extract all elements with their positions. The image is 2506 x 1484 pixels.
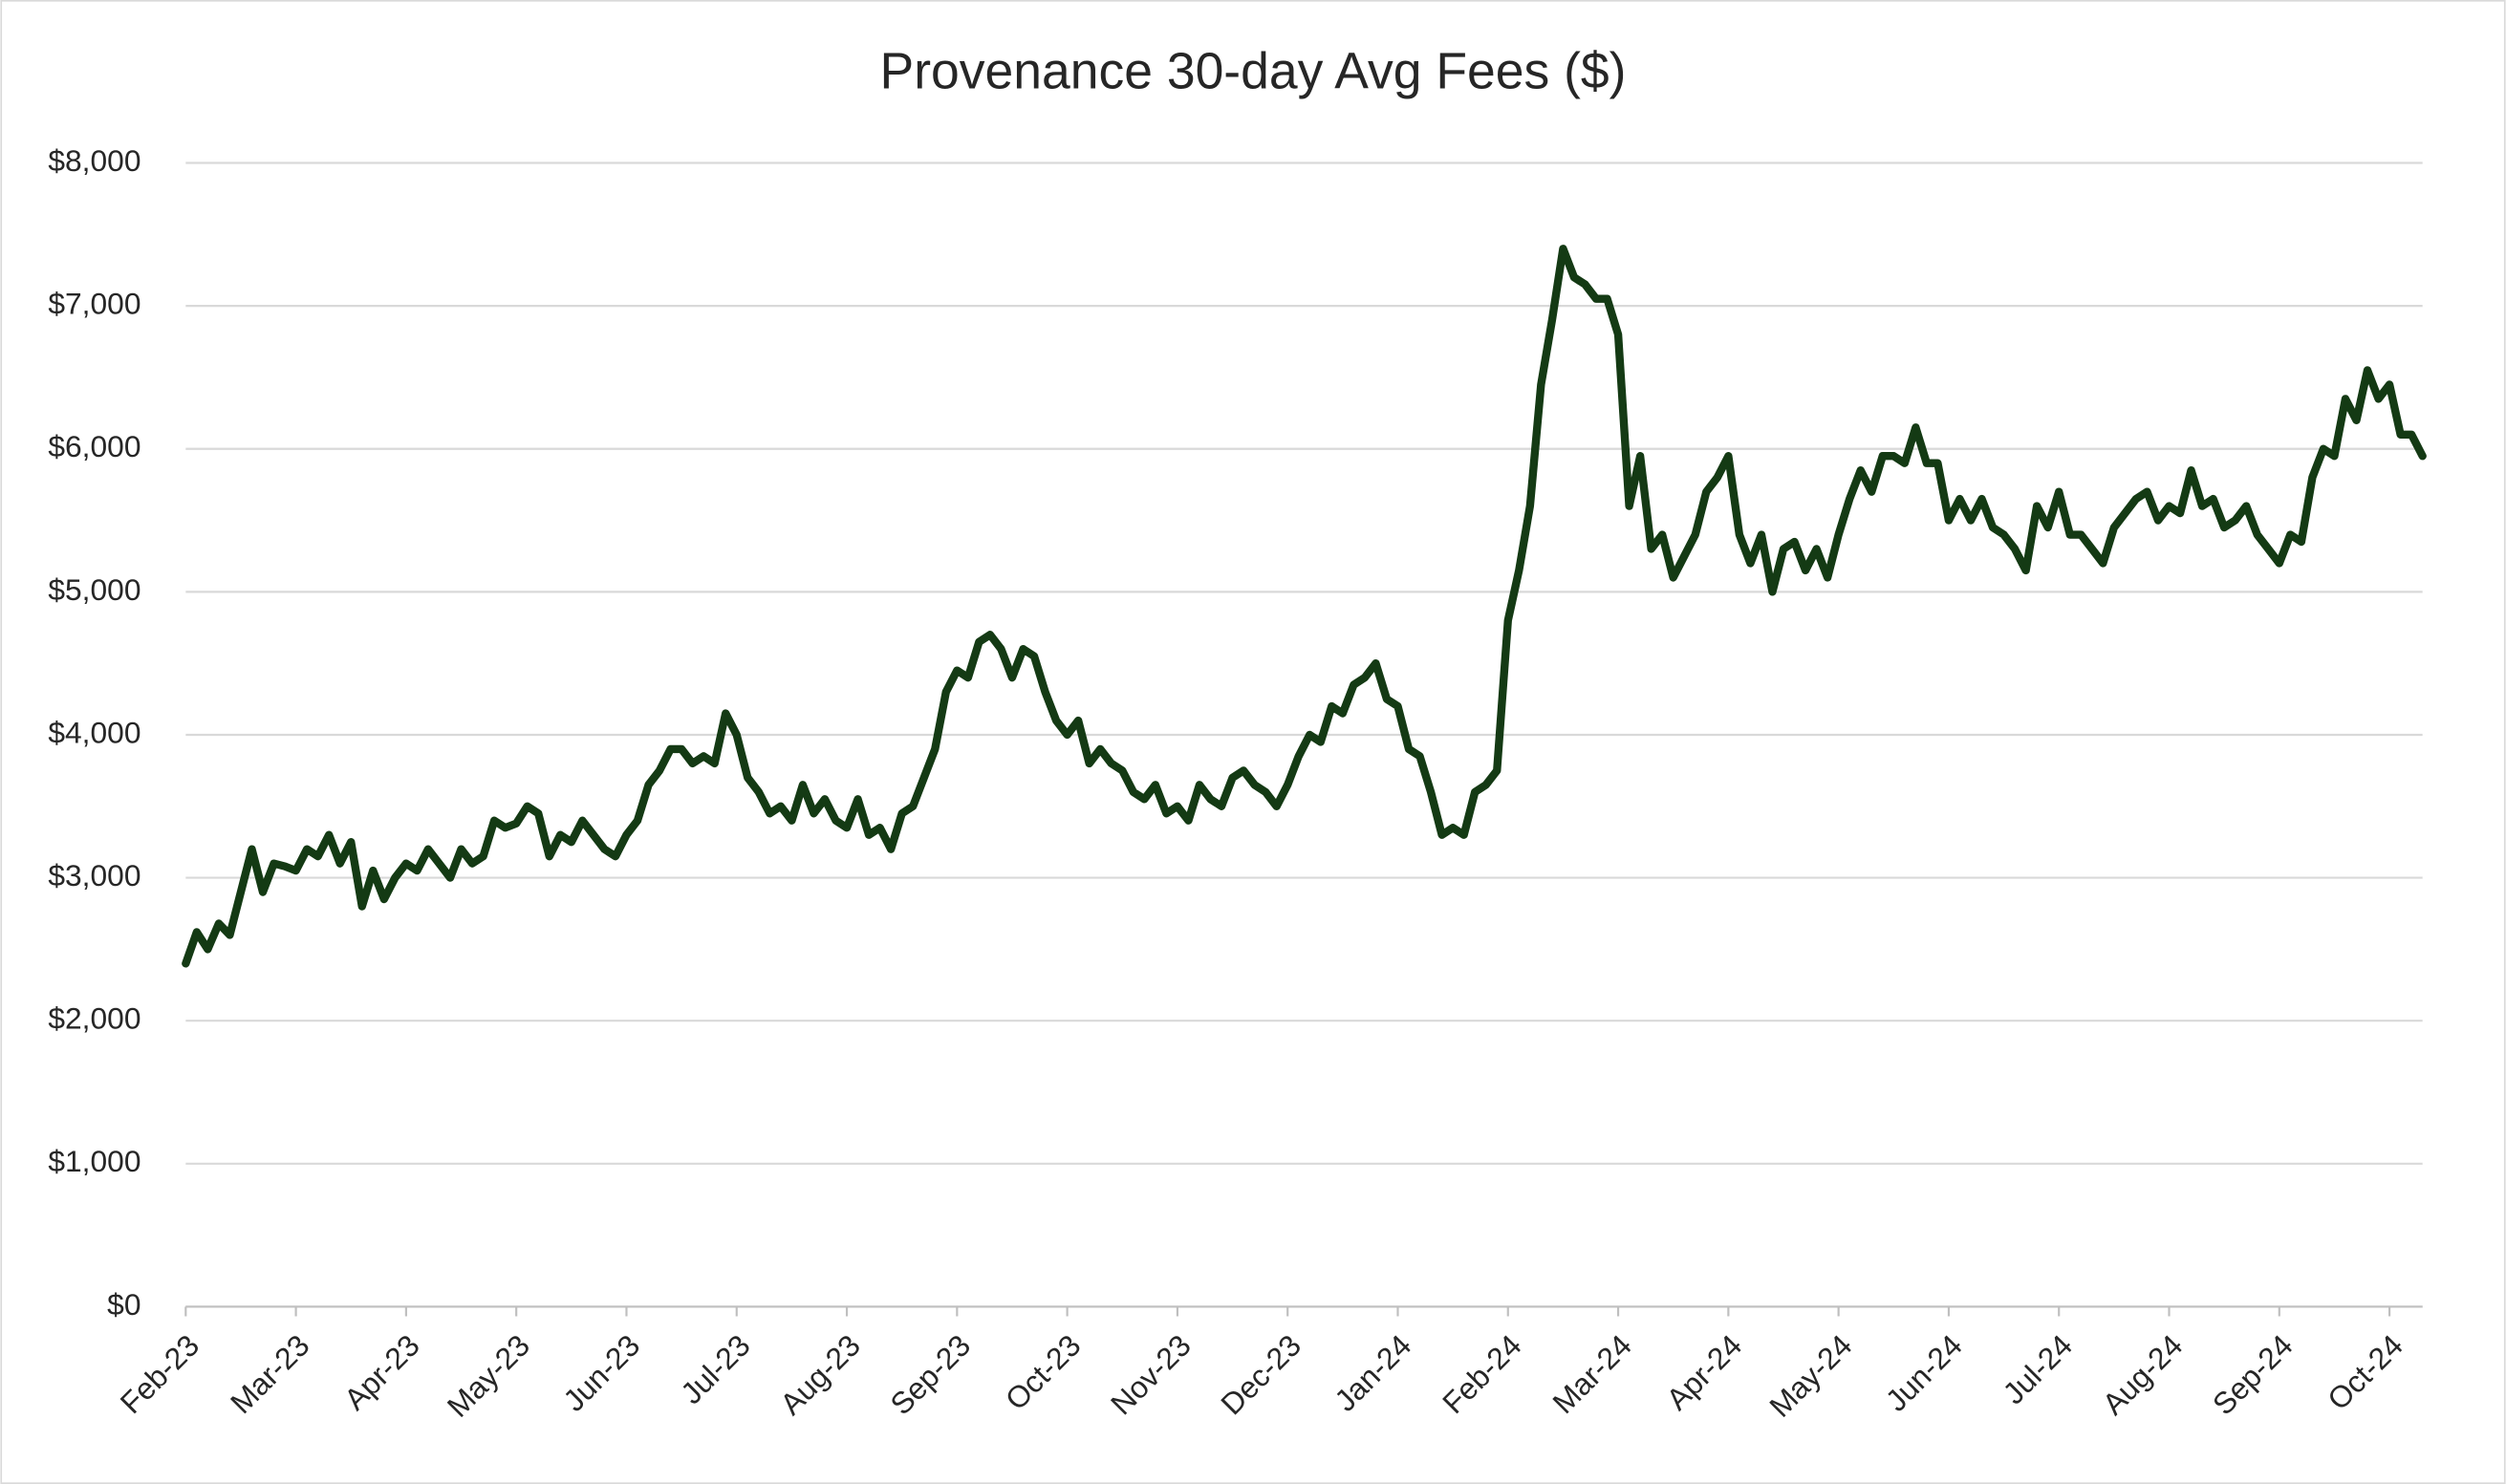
y-tick-label: $5,000: [48, 572, 140, 607]
y-tick-label: $4,000: [48, 715, 140, 749]
y-tick-label: $7,000: [48, 287, 140, 321]
y-tick-label: $2,000: [48, 1001, 140, 1036]
y-tick-label: $8,000: [48, 143, 140, 178]
y-tick-label: $0: [107, 1287, 140, 1322]
y-tick-label: $1,000: [48, 1144, 140, 1178]
line-series: [182, 245, 2427, 968]
chart-title: Provenance 30-day Avg Fees ($): [880, 44, 1627, 100]
y-tick-label: $3,000: [48, 858, 140, 893]
y-tick-label: $6,000: [48, 429, 140, 463]
